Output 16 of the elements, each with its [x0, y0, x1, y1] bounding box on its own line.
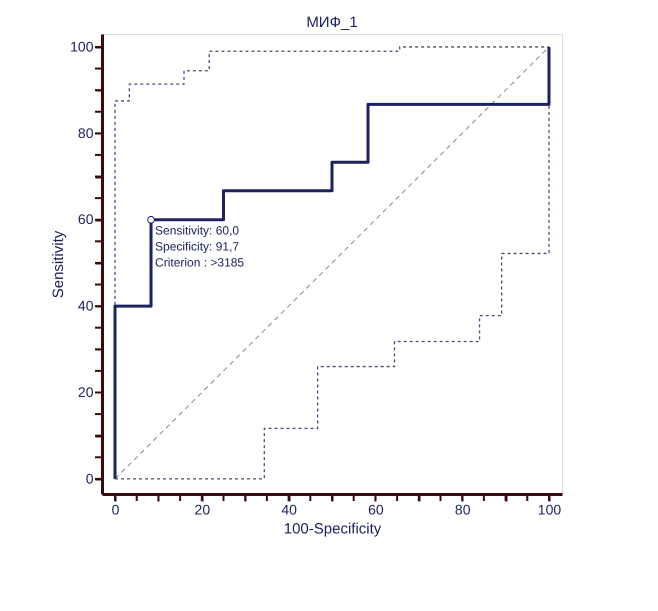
x-axis-title: 100-Specificity: [284, 520, 382, 538]
x-tick-label: 20: [194, 502, 210, 518]
y-tick-label: 100: [70, 38, 94, 54]
y-axis-title: Sensitivity: [50, 230, 68, 298]
x-tick-label: 60: [368, 502, 384, 518]
y-tick-label: 40: [78, 298, 94, 314]
x-tick-label: 0: [112, 502, 120, 518]
chart-title: МИФ_1: [306, 14, 358, 31]
x-tick-label: 40: [281, 502, 298, 518]
y-tick-label: 20: [78, 384, 94, 400]
y-tick-label: 80: [78, 124, 94, 141]
y-tick-label: 60: [78, 211, 94, 228]
x-tick-label: 100: [538, 502, 562, 518]
x-tick-label: 80: [454, 502, 471, 518]
y-tick-label: 0: [86, 470, 94, 486]
annotation: Sensitivity: 60,0 Specificity: 91,7 Criterion : >3185: [155, 224, 244, 270]
